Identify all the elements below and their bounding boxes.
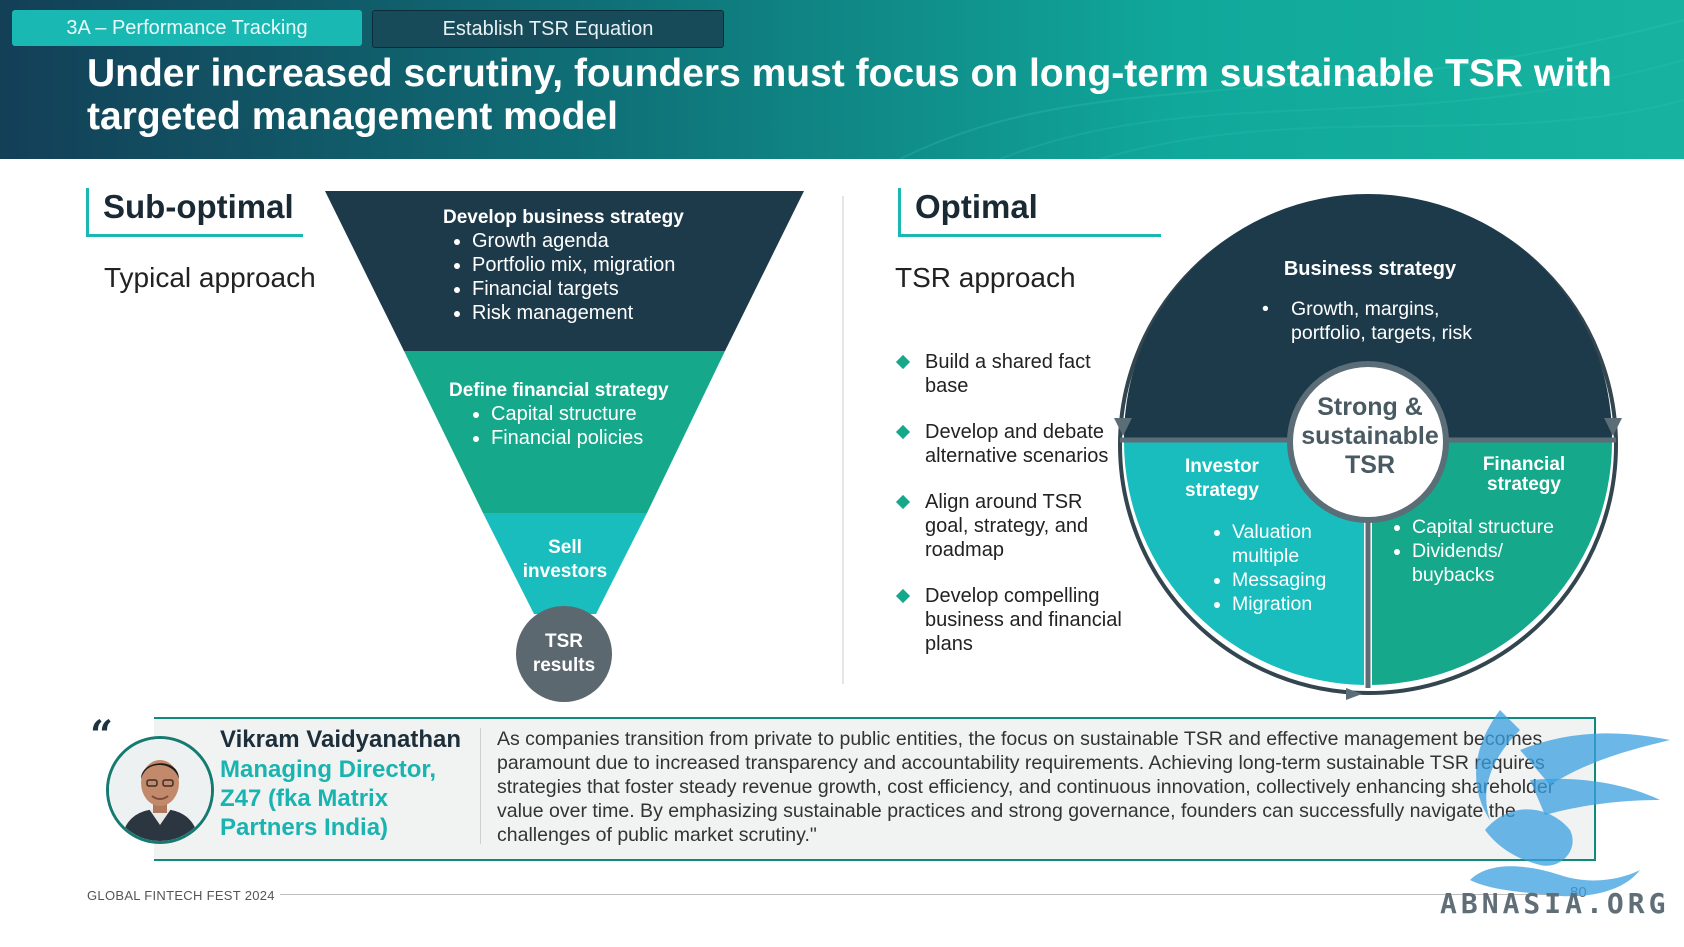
business-title: Business strategy (1283, 258, 1457, 280)
quote-mark-icon: “ (90, 712, 114, 759)
optimal-steps-list: Build a shared fact base Develop and deb… (890, 350, 1130, 678)
funnel-level2-text: Define financial strategy Capital struct… (449, 380, 709, 450)
investor-item: Messaging (1232, 568, 1382, 592)
section-divider (842, 196, 844, 684)
cycle-center-circle (1287, 361, 1449, 523)
funnel-result-circle (516, 606, 612, 702)
funnel-level-business (325, 191, 804, 351)
funnel-result-line2: results (532, 655, 596, 676)
quote-text: As companies transition from private to … (497, 728, 1555, 846)
page-title: Under increased scrutiny, founders must … (87, 52, 1612, 138)
business-segment (1124, 194, 1612, 438)
funnel-level3-line1: Sell (548, 537, 582, 558)
footer-event: GLOBAL FINTECH FEST 2024 (87, 888, 275, 903)
footer-line (280, 894, 1550, 895)
business-item: • Growth, margins, portfolio, targets, r… (1262, 298, 1472, 344)
financial-item: Dividends/ buybacks (1412, 539, 1532, 587)
financial-items: Capital structure Dividends/ buybacks (1372, 515, 1602, 587)
funnel-level3-text: Sell investors (505, 536, 625, 584)
optimal-heading: Optimal (898, 188, 1161, 237)
header-wave-pattern (899, 19, 1684, 159)
investor-segment (1124, 442, 1364, 685)
quote-separator (480, 728, 481, 844)
investor-item: Migration (1232, 592, 1382, 616)
person-role: Managing Director, Z47 (fka Matrix Partn… (220, 756, 437, 841)
funnel-level-investors (483, 513, 647, 614)
funnel-level1-item: Risk management (472, 301, 773, 325)
funnel-level2-item: Capital structure (491, 402, 709, 426)
funnel-level1-item: Growth agenda (472, 229, 773, 253)
optimal-step: Build a shared fact base (890, 350, 1130, 398)
financial-item: Capital structure (1412, 515, 1602, 539)
cycle-arrow-left (1114, 418, 1132, 436)
funnel-result-line1: TSR (545, 631, 583, 652)
investor-item: Valuation multiple (1232, 520, 1382, 568)
avatar (106, 736, 214, 844)
funnel-level1-title: Develop business strategy (443, 207, 684, 228)
funnel-level3-line2: investors (522, 561, 608, 582)
tab-performance-tracking[interactable]: 3A – Performance Tracking (12, 10, 362, 46)
header-banner: 3A – Performance Tracking Establish TSR … (0, 0, 1684, 159)
funnel-level2-item: Financial policies (491, 426, 709, 450)
funnel-level-financial (404, 351, 725, 513)
suboptimal-subheading: Typical approach (104, 262, 316, 293)
funnel-level1-item: Portfolio mix, migration (472, 253, 773, 277)
watermark-logo (1470, 710, 1670, 897)
quote-box (154, 717, 1596, 861)
optimal-step: Align around TSR goal, strategy, and roa… (890, 490, 1130, 562)
funnel-level1-item: Financial targets (472, 277, 773, 301)
person-name: Vikram Vaidyanathan (220, 726, 462, 753)
optimal-step: Develop and debate alternative scenarios (890, 420, 1130, 468)
funnel-level2-title: Define financial strategy (449, 380, 669, 401)
optimal-step: Develop compelling business and financia… (890, 584, 1130, 656)
suboptimal-heading: Sub-optimal (86, 188, 303, 237)
funnel-result-text: TSR results (514, 630, 614, 678)
financial-segment (1372, 442, 1612, 685)
investor-items: Valuation multiple Messaging Migration (1192, 520, 1382, 616)
cycle-arrow-bottom (1346, 688, 1362, 700)
optimal-subheading: TSR approach (895, 262, 1076, 293)
investor-title: Investor strategy (1185, 456, 1259, 501)
financial-title: Financial strategy (1482, 454, 1566, 495)
cycle-center-text: Strong & sustainable TSR (1301, 393, 1439, 479)
tab-establish-tsr-equation[interactable]: Establish TSR Equation (372, 10, 724, 48)
funnel-level1-text: Develop business strategy Growth agenda … (443, 207, 773, 325)
watermark-text: ABNASIA.ORG (1440, 887, 1670, 920)
cycle-arrow-right (1604, 418, 1622, 436)
